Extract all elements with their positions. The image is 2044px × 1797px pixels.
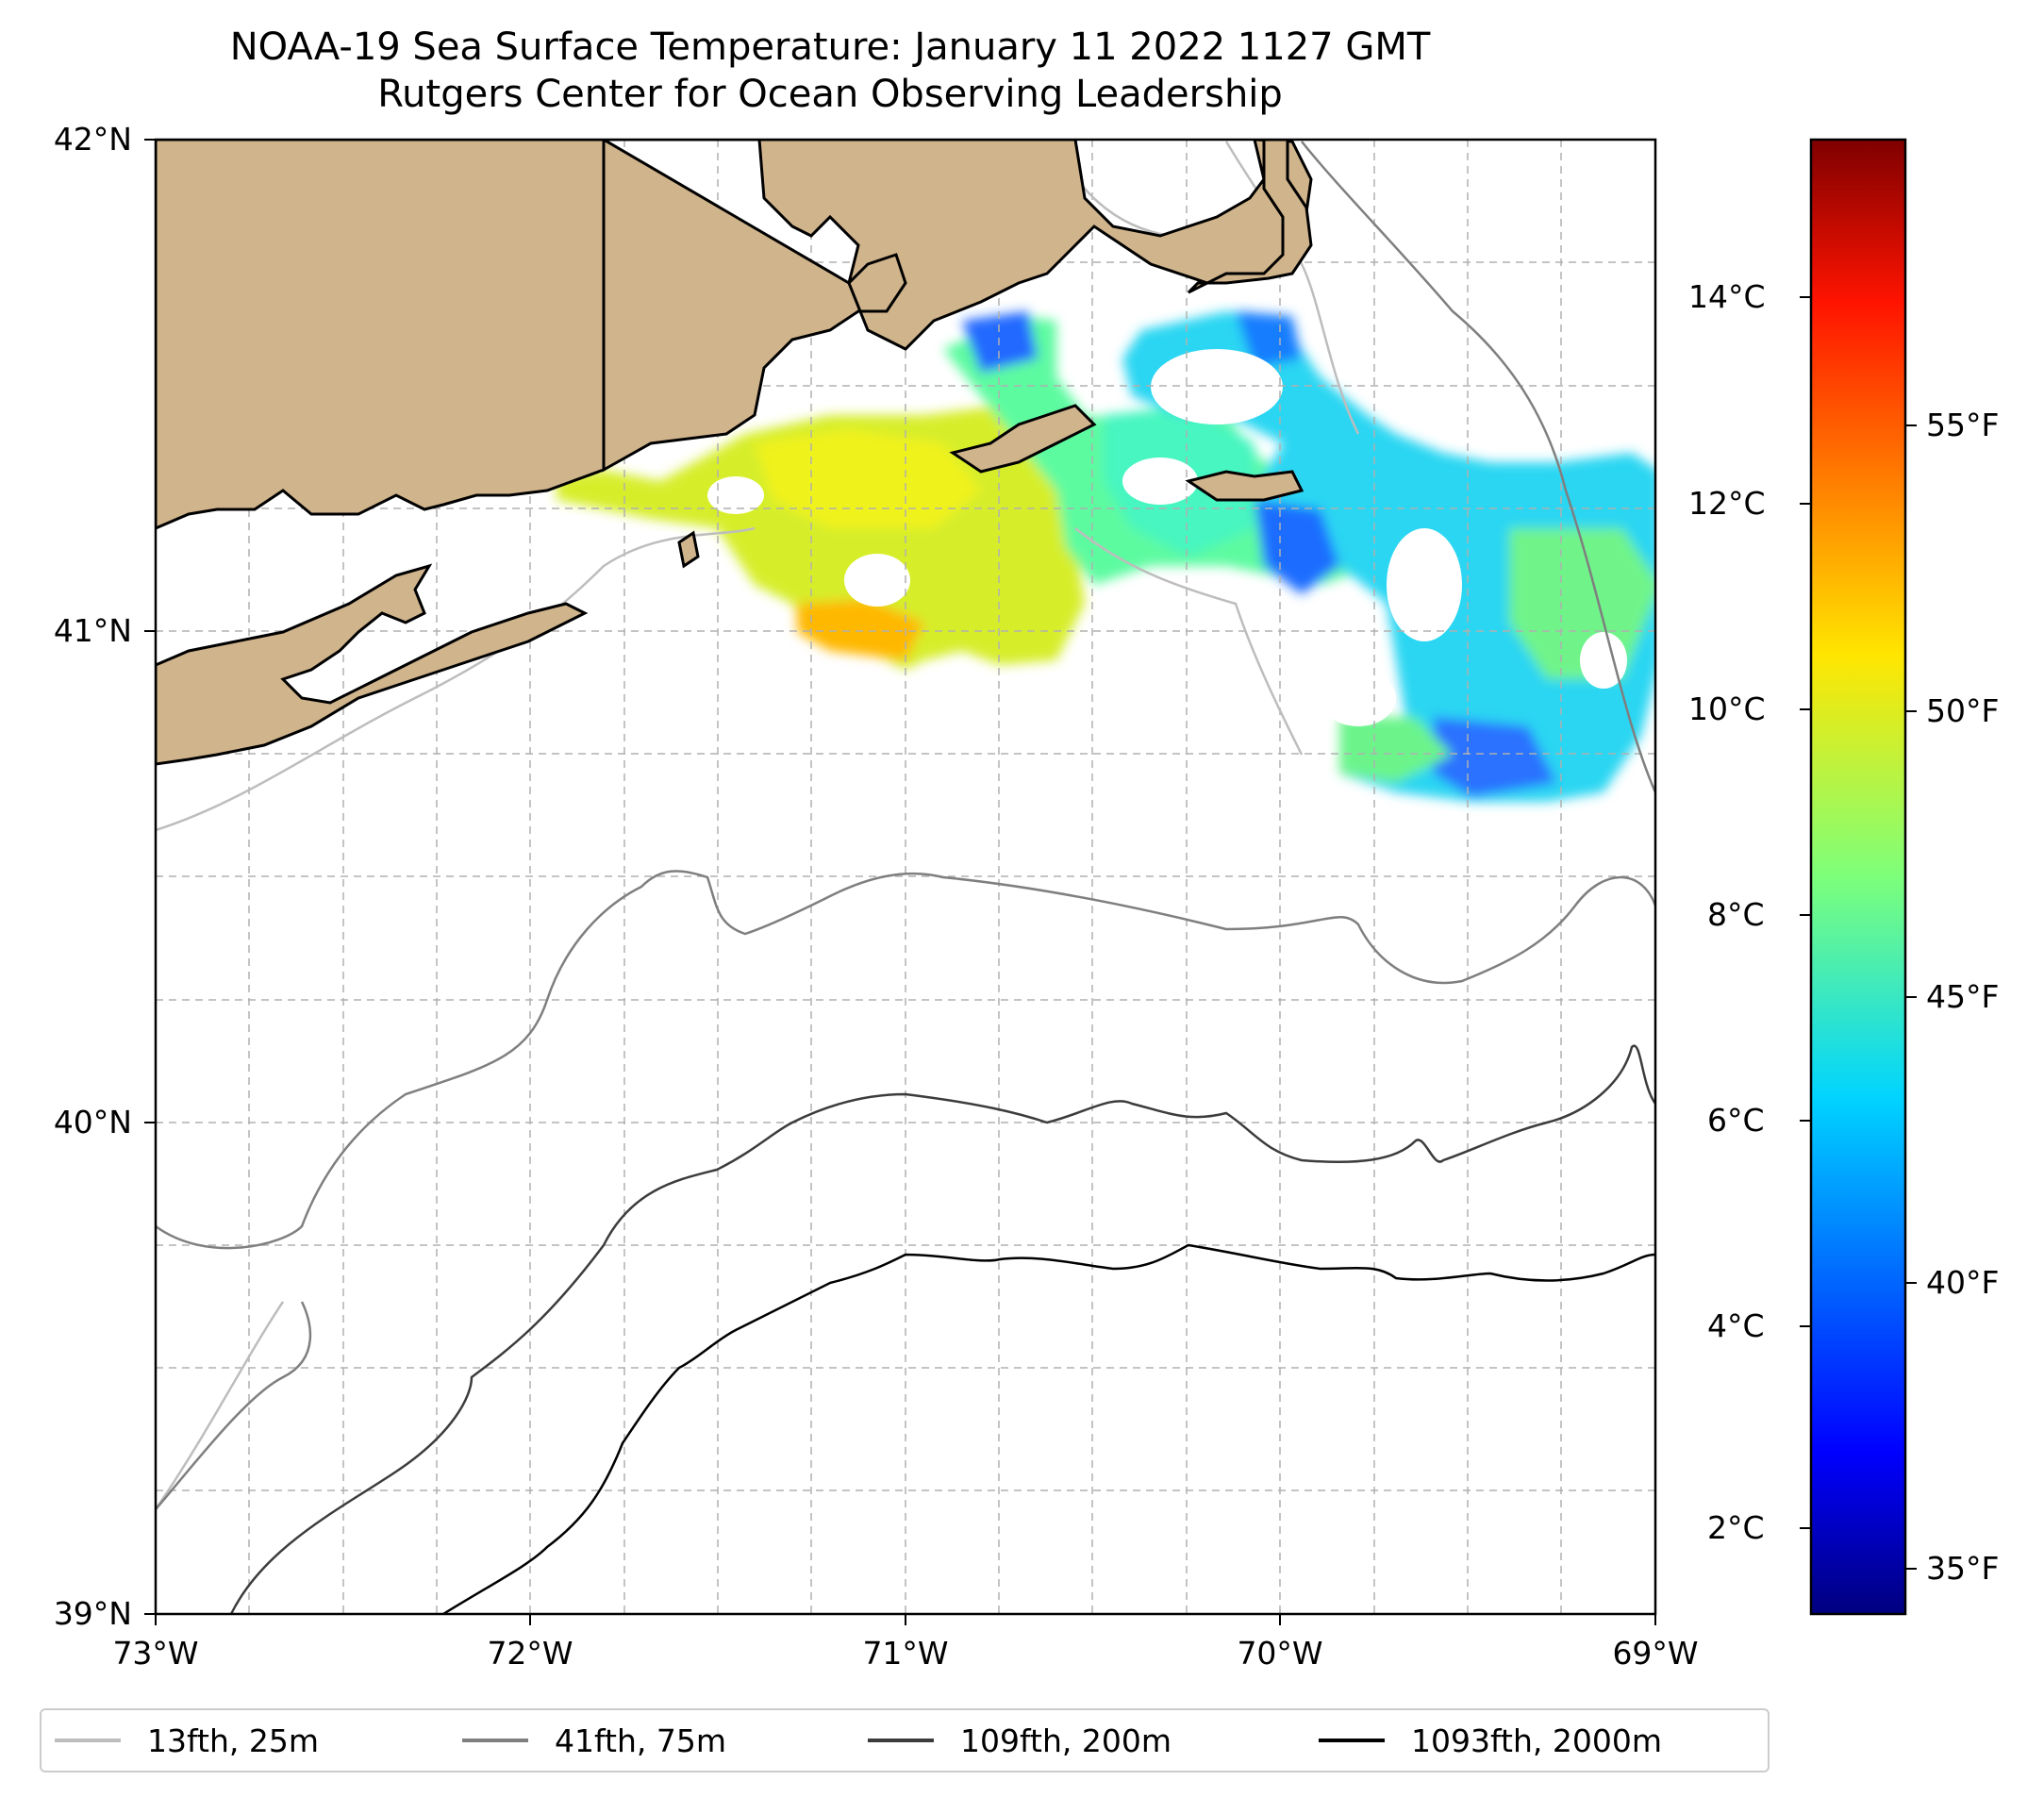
contour-legend: 13fth, 25m 41fth, 75m 109fth, 200m 1093f… — [40, 1708, 1770, 1772]
lon-tick-label: 70°W — [1237, 1635, 1323, 1672]
lat-tick-label: 40°N — [53, 1104, 132, 1140]
colorbar-fahrenheit-label: 55°F — [1926, 407, 2000, 443]
colorbar-celsius-label: 4°C — [1707, 1307, 1765, 1344]
contour-200m — [229, 1044, 1655, 1614]
gridlines — [156, 140, 1655, 1614]
land-block-island — [677, 530, 700, 569]
axis-ticks — [144, 139, 1656, 1625]
map-subtitle: Rutgers Center for Ocean Observing Leade… — [377, 73, 1283, 116]
legend-label: 109fth, 200m — [960, 1722, 1172, 1759]
legend-label: 13fth, 25m — [147, 1722, 319, 1759]
colorbar-fahrenheit-label: 35°F — [1926, 1550, 2000, 1587]
lat-tick-label: 41°N — [53, 612, 132, 649]
colorbar-ticks — [1800, 296, 1917, 1570]
legend-entry-25m: 13fth, 25m — [55, 1710, 319, 1771]
colorbar-fahrenheit-label: 50°F — [1926, 692, 2000, 729]
colorbar-celsius-label: 2°C — [1707, 1509, 1765, 1546]
lon-tick-label: 69°W — [1612, 1635, 1699, 1672]
land-ri-ma — [601, 140, 1313, 473]
legend-entry-75m: 41fth, 75m — [462, 1710, 726, 1771]
lon-tick-label: 71°W — [862, 1635, 949, 1672]
map-title: NOAA-19 Sea Surface Temperature: January… — [229, 25, 1431, 69]
colorbar-fahrenheit-label: 45°F — [1926, 978, 2000, 1015]
legend-swatch — [1319, 1739, 1385, 1742]
land-mainland-ct-ri-ma — [156, 140, 606, 530]
colorbar-celsius-label: 12°C — [1688, 485, 1766, 522]
legend-entry-200m: 109fth, 200m — [868, 1710, 1172, 1771]
colorbar-celsius-label: 8°C — [1707, 896, 1765, 933]
lon-tick-label: 73°W — [112, 1635, 199, 1672]
colorbar-fahrenheit-label: 40°F — [1926, 1264, 2000, 1301]
sst-patch-blue-1 — [1255, 500, 1339, 594]
lat-tick-label: 42°N — [53, 121, 132, 158]
colorbar-celsius-label: 10°C — [1688, 691, 1766, 727]
land-marthas-vineyard — [949, 404, 1097, 474]
sst-nodata-holes — [707, 349, 1627, 726]
lon-tick-label: 72°W — [487, 1635, 573, 1672]
sst-patch-blue-3 — [962, 311, 1038, 373]
sst-patch-orange-2 — [797, 599, 924, 660]
legend-label: 1093fth, 2000m — [1411, 1722, 1662, 1759]
contour-75m — [156, 141, 1655, 1510]
land-cape-cod — [1187, 140, 1313, 294]
sst-patch-green-se — [1339, 717, 1453, 783]
sst-patch-ne — [1122, 311, 1655, 802]
legend-swatch — [462, 1739, 528, 1742]
land-layer — [156, 140, 1313, 766]
sst-patch-blue-4 — [1434, 717, 1556, 797]
lat-tick-label: 39°N — [53, 1595, 132, 1632]
land-long-island — [156, 563, 589, 766]
land-nantucket — [1185, 470, 1305, 502]
colorbar-celsius-label: 6°C — [1707, 1102, 1765, 1139]
colorbar-celsius-label: 14°C — [1688, 278, 1766, 315]
legend-swatch — [55, 1739, 121, 1742]
legend-label: 41fth, 75m — [555, 1722, 726, 1759]
contour-2000m — [442, 1243, 1655, 1614]
legend-entry-2000m: 1093fth, 2000m — [1319, 1710, 1662, 1771]
sst-patch-blue-2 — [1236, 311, 1302, 368]
colorbar — [1809, 138, 1907, 1616]
legend-swatch — [868, 1739, 934, 1742]
